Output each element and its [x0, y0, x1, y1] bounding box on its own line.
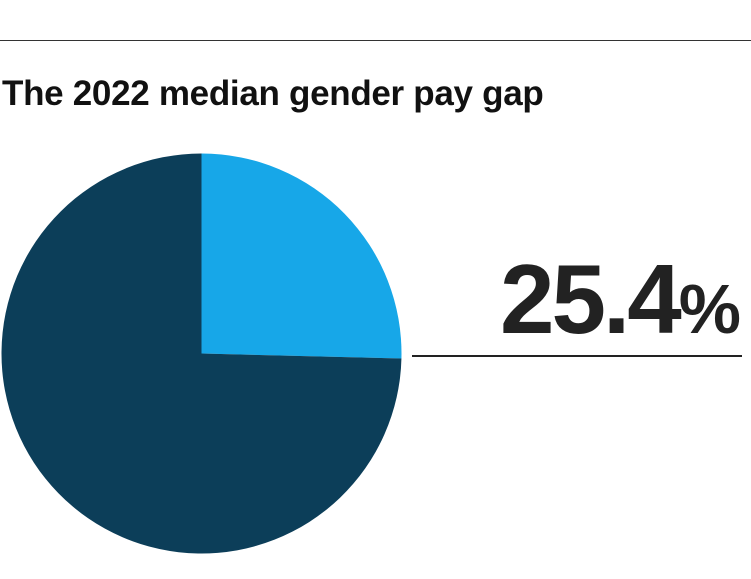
gap-value-number: 25.4	[500, 244, 682, 354]
pie-slice-remainder	[1, 153, 402, 554]
gap-value-unit: %	[678, 270, 741, 348]
value-underline	[412, 355, 742, 357]
chart-title: The 2022 median gender pay gap	[2, 74, 544, 113]
gap-value-label: 25.4%	[500, 250, 741, 348]
pie-slice-pay-gap	[201, 153, 402, 359]
top-divider	[0, 40, 751, 41]
pie-chart	[1, 153, 402, 554]
